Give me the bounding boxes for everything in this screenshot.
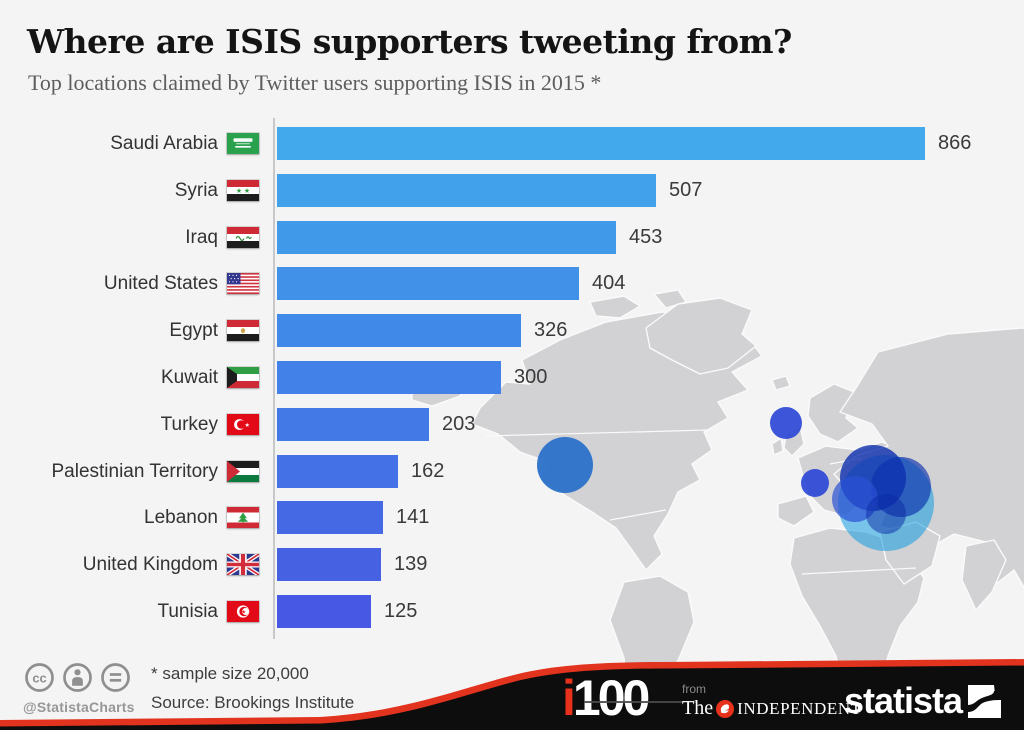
creative-commons-icons: cc <box>24 662 131 693</box>
country-label: Turkey <box>160 413 218 435</box>
country-bar <box>277 595 371 628</box>
statista-charts-handle: @StatistaCharts <box>23 699 135 715</box>
country-bar <box>277 548 381 582</box>
footer-swoosh <box>0 659 1024 730</box>
bar-value-label: 125 <box>384 600 418 622</box>
bar-value-label: 141 <box>396 506 430 529</box>
kw-flag-icon <box>227 367 259 388</box>
country-bar <box>277 127 925 160</box>
map-bubbles <box>537 407 934 551</box>
country-label: Kuwait <box>160 367 218 388</box>
chart-row: Lebanon 141 <box>0 501 1024 535</box>
tn-flag-icon: ★ <box>227 601 259 622</box>
country-label: Saudi Arabia <box>110 133 218 154</box>
bar-value-label: 162 <box>411 459 445 482</box>
chart-row: United States 404 <box>0 267 1024 301</box>
i100-logo-strike-line <box>584 701 696 703</box>
bar-value-label: 404 <box>592 272 626 295</box>
independent-name-label: INDEPENDENT <box>737 698 862 718</box>
country-bar <box>277 501 383 535</box>
country-label: Tunisia <box>157 601 218 622</box>
country-bar <box>277 267 579 301</box>
chart-row: Egypt 326 <box>0 314 1024 348</box>
sample-size-footnote: * sample size 20,000 <box>151 664 309 683</box>
chart-row: United Kingdom 139 <box>0 548 1024 582</box>
bar-value-label: 300 <box>514 366 548 388</box>
svg-text:★: ★ <box>236 187 242 195</box>
tr-flag-icon: ★ <box>227 413 259 435</box>
country-label: Syria <box>174 179 218 201</box>
chart-row: Kuwait 300 <box>0 361 1024 394</box>
us-flag-icon <box>227 273 259 295</box>
country-bar <box>277 454 398 488</box>
chart-axis-line <box>273 118 275 639</box>
chart-row: Tunisia ★ 125 <box>0 595 1024 628</box>
chart-row: Iraq 453 <box>0 220 1024 254</box>
i100-logo: i100 <box>562 672 698 724</box>
cc-equal-icon <box>101 663 130 692</box>
cc-license-icon: cc <box>25 663 54 692</box>
bar-value-label: 453 <box>629 225 663 248</box>
chart-row: Saudi Arabia 866 <box>0 127 1024 160</box>
bar-value-label: 326 <box>534 319 568 342</box>
sa-flag-icon <box>227 133 259 154</box>
eg-flag-icon <box>227 320 259 342</box>
sy-flag-icon: ★ ★ <box>227 179 259 201</box>
iq-flag-icon <box>227 226 259 248</box>
chart-row: Syria ★ ★ 507 <box>0 173 1024 207</box>
chart-row: Turkey ★ 203 <box>0 407 1024 441</box>
statista-logo-icon <box>968 685 1001 718</box>
country-label: United States <box>103 273 218 295</box>
country-label: Iraq <box>185 226 218 248</box>
map-bubble <box>537 437 593 493</box>
svg-text:★: ★ <box>244 187 250 195</box>
svg-text:★: ★ <box>245 422 250 429</box>
independent-eagle-icon <box>716 699 735 718</box>
bar-value-label: 139 <box>394 553 428 576</box>
page-subtitle: Top locations claimed by Twitter users s… <box>28 70 602 95</box>
svg-text:cc: cc <box>32 670 46 685</box>
i100-logo-number: 100 <box>572 670 650 726</box>
chart-row: Palestinian Territory 162 <box>0 454 1024 488</box>
country-label: Egypt <box>169 320 218 342</box>
lb-flag-icon <box>227 507 259 529</box>
independent-from-label: from <box>682 682 706 696</box>
country-bar <box>277 220 616 254</box>
map-bubble <box>866 494 906 534</box>
country-label: United Kingdom <box>82 554 218 576</box>
country-label: Lebanon <box>144 507 218 529</box>
world-map <box>411 289 1024 718</box>
gb-flag-icon <box>227 554 259 576</box>
svg-text:★: ★ <box>242 610 247 616</box>
country-label: Palestinian Territory <box>51 460 218 482</box>
bar-value-label: 866 <box>938 132 972 154</box>
bar-value-label: 507 <box>669 178 703 201</box>
bar-value-label: 203 <box>442 412 476 435</box>
source-credit: Source: Brookings Institute <box>151 693 355 712</box>
page-title: Where are ISIS supporters tweeting from? <box>27 22 792 61</box>
independent-logo: from The INDEPENDENT <box>682 682 861 720</box>
country-bar <box>277 173 656 207</box>
cc-attribution-icon <box>63 663 92 692</box>
map-bubble <box>770 407 802 439</box>
map-bubble <box>801 469 829 497</box>
country-bar <box>277 314 521 348</box>
statista-logo-text: statista <box>843 680 963 721</box>
ps-flag-icon <box>227 460 259 482</box>
independent-the-label: The <box>682 697 714 719</box>
i100-logo-i: i <box>562 670 576 726</box>
country-bar <box>277 407 429 441</box>
country-bar <box>277 361 501 394</box>
